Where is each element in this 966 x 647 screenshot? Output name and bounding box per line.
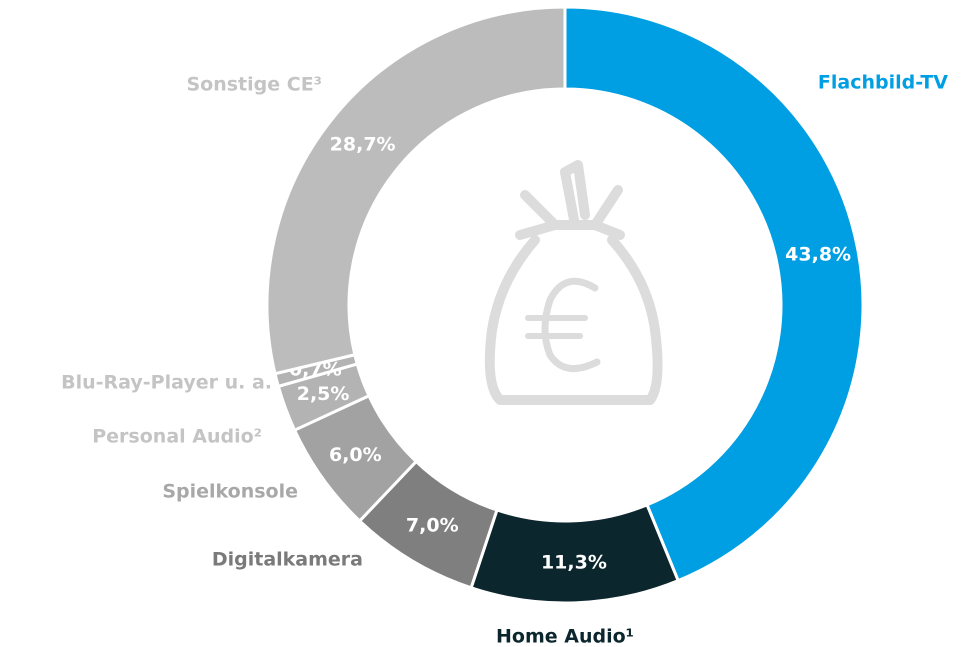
value-label: 7,0%: [406, 515, 459, 537]
category-label: Flachbild-TV: [818, 72, 948, 94]
category-label: Home Audio¹: [496, 626, 634, 647]
category-label: Spielkonsole: [162, 481, 298, 503]
category-label: Sonstige CE³: [186, 74, 322, 96]
value-label: 6,0%: [329, 444, 382, 466]
category-label: Blu-Ray-Player u. a.: [61, 372, 272, 394]
money-bag-icon: [484, 160, 663, 405]
value-label: 2,5%: [297, 383, 350, 405]
value-label: 11,3%: [541, 551, 607, 573]
value-label: 28,7%: [330, 133, 396, 155]
value-label: 43,8%: [785, 244, 851, 266]
donut-segment: [265, 5, 567, 376]
category-label: Digitalkamera: [212, 549, 363, 571]
donut-segment: [563, 5, 865, 583]
category-label: Personal Audio²: [92, 426, 262, 448]
